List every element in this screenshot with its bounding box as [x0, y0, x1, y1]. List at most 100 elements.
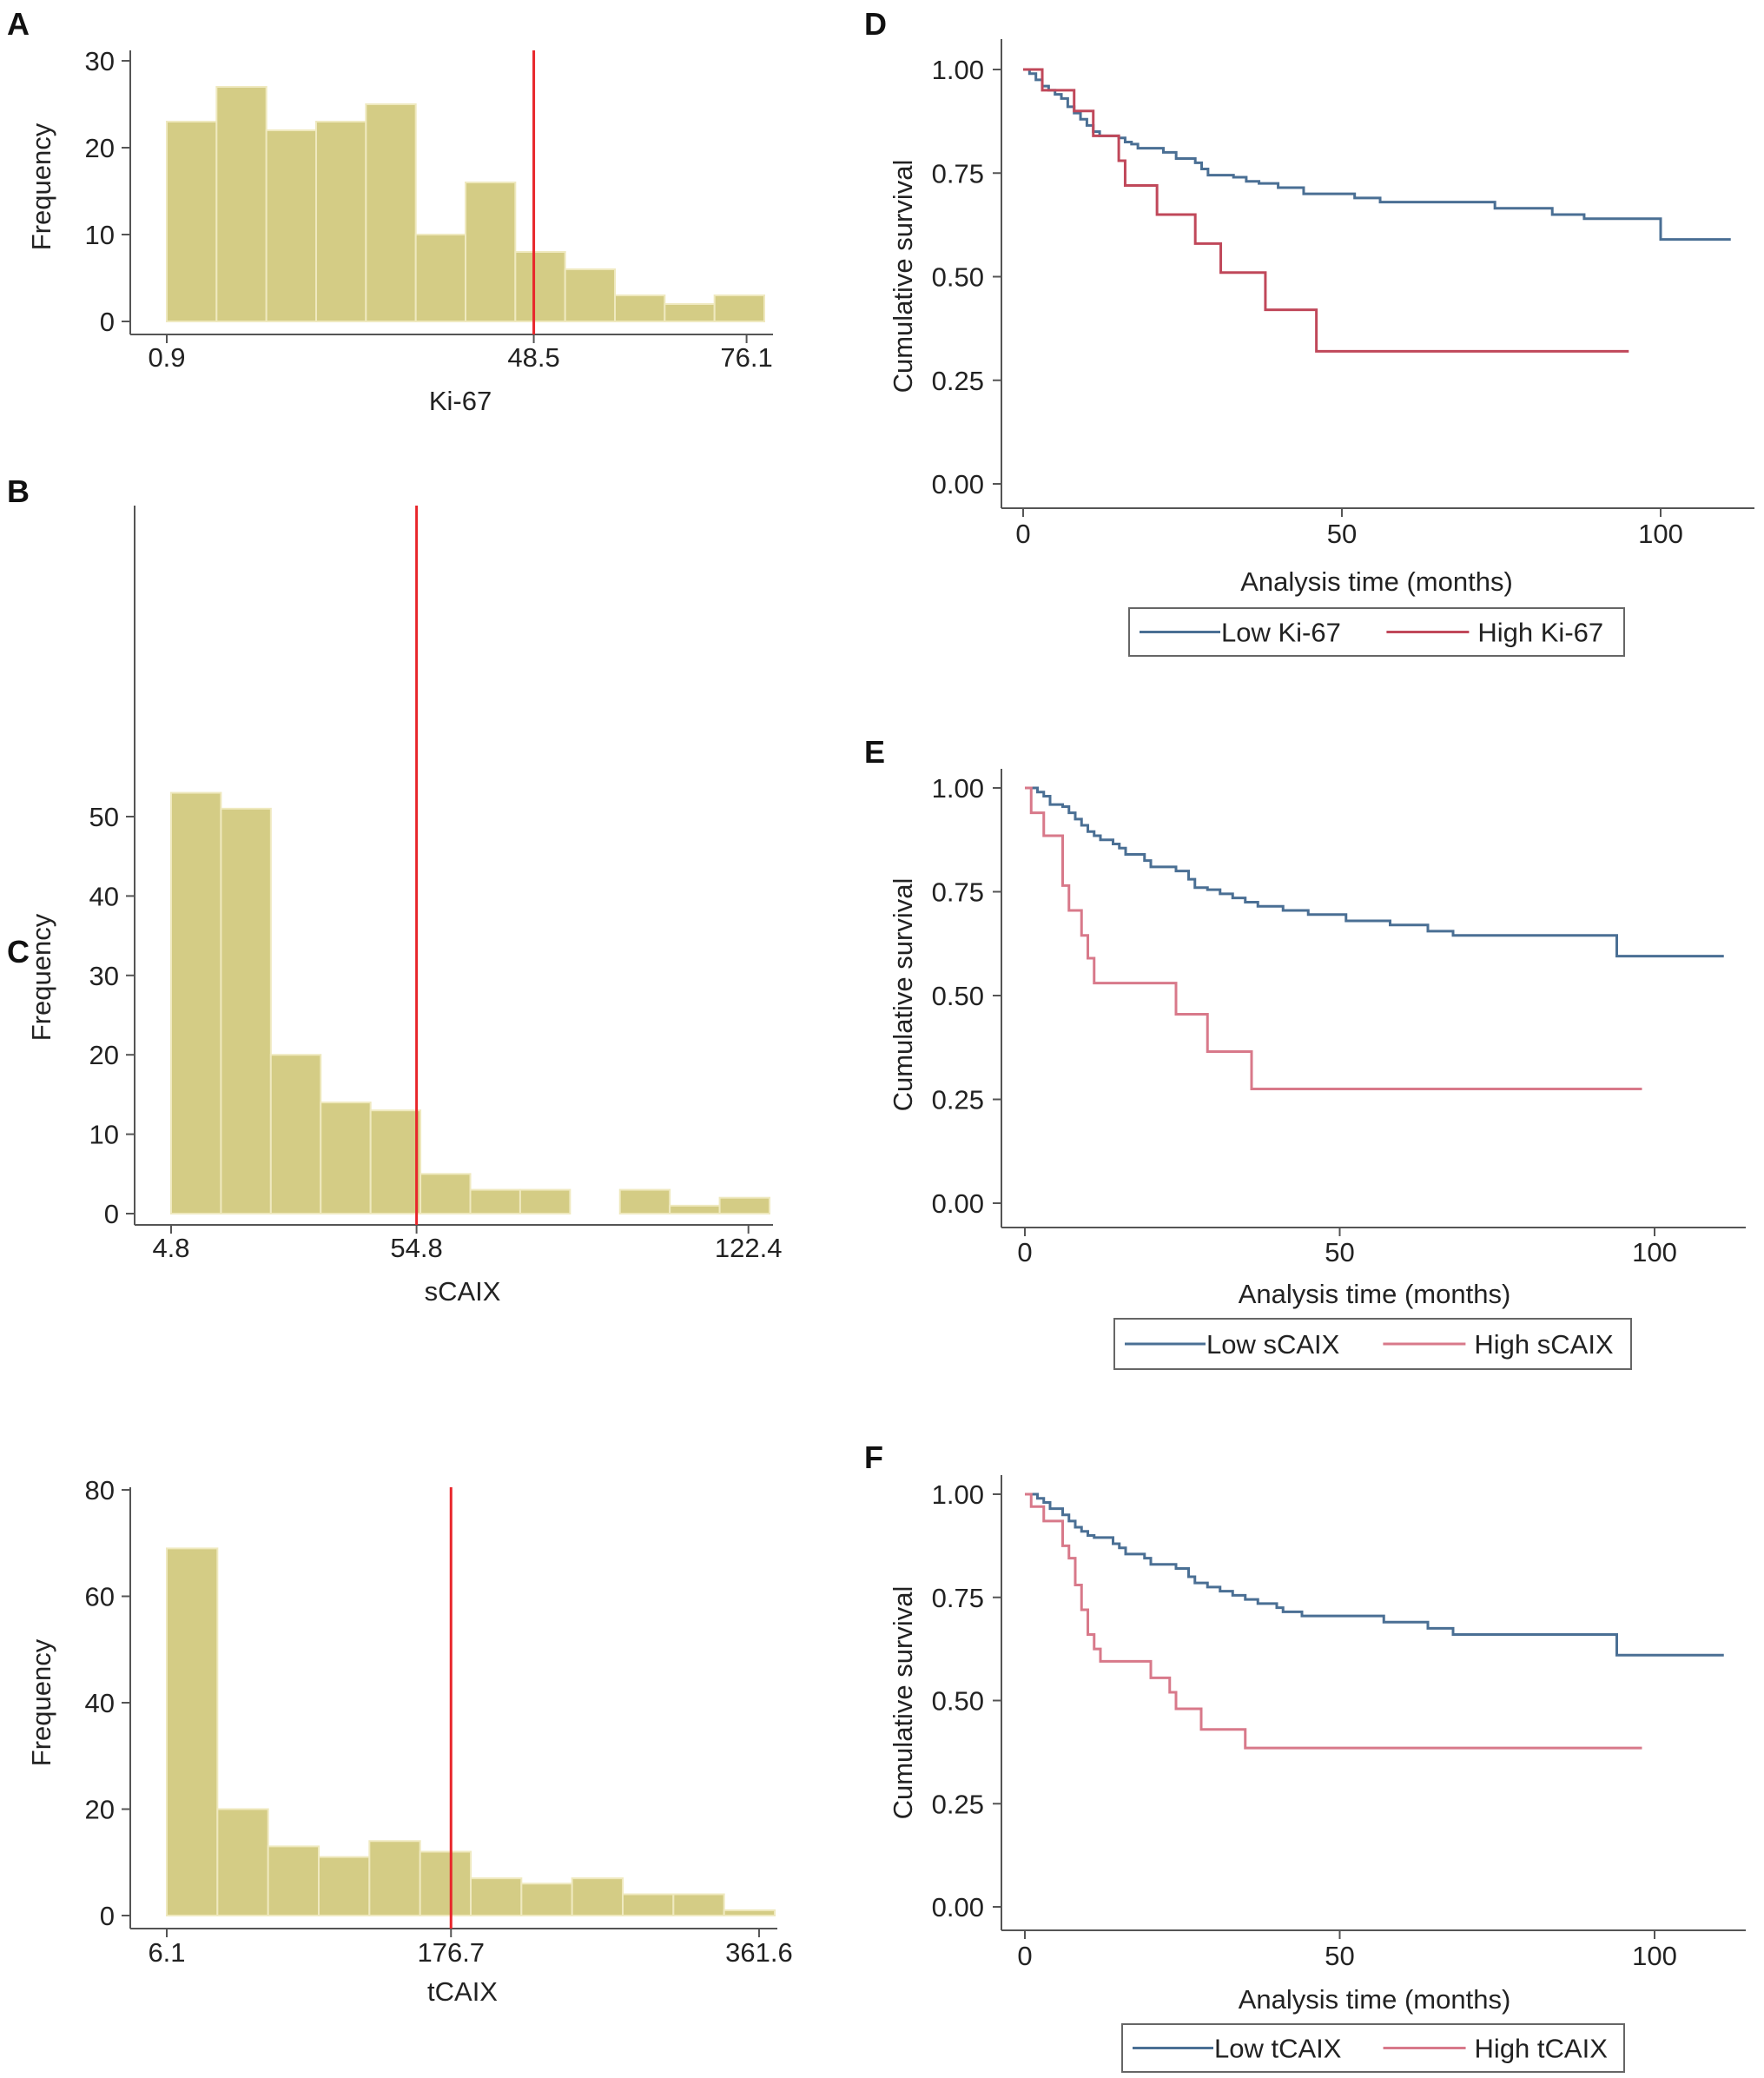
histogram-bar [318, 1856, 371, 1916]
histogram-bar [469, 1188, 521, 1214]
legend-label-low: Low Ki-67 [1221, 618, 1341, 648]
histogram-bar [365, 103, 417, 322]
y-tick-label: 0.00 [932, 1892, 984, 1922]
x-tick-label: 0.9 [148, 342, 185, 373]
histogram-bar [420, 1173, 472, 1215]
x-tick-label: 100 [1632, 1237, 1677, 1267]
legend: Low tCAIX High tCAIX [1121, 2023, 1625, 2073]
histogram-bar [419, 1850, 472, 1916]
x-tick-label: 4.8 [152, 1233, 189, 1263]
y-tick-label: 20 [85, 133, 115, 163]
panel-letter-a: A [7, 6, 30, 42]
legend: Low Ki-67 High Ki-67 [1128, 607, 1625, 657]
x-tick-label: 48.5 [507, 342, 559, 373]
y-tick-label: 1.00 [932, 1479, 984, 1510]
histogram-bar [514, 251, 566, 322]
histogram-bar [571, 1877, 624, 1916]
panel-f-km-curve: F 0.00 0.25 0.50 0.75 1.00 0 50 100 Analysis time… [864, 1439, 1746, 2073]
x-tick-label: 0 [1017, 1237, 1032, 1267]
y-tick-label: 0.50 [932, 262, 984, 293]
histogram-bar [618, 1188, 671, 1214]
y-tick-label: 0.00 [932, 1188, 984, 1219]
panel-c-histogram: C 0 20 40 60 80 6.1 176.7 361.6 tCAIX Frequency [7, 934, 793, 2007]
histogram-bar [672, 1893, 725, 1916]
histogram-bar [166, 121, 218, 322]
histogram-bar [320, 1102, 372, 1215]
histogram-bar [368, 1840, 421, 1916]
km-curve-low [1025, 786, 1724, 958]
histogram-bar [265, 129, 317, 322]
histogram-bar [470, 1877, 523, 1916]
histogram-bar [170, 791, 222, 1215]
y-tick-label: 0.25 [932, 366, 984, 396]
y-axis-title: Cumulative survival [888, 878, 918, 1112]
x-tick-label: 0 [1015, 519, 1030, 549]
y-tick-label: 60 [85, 1582, 115, 1612]
x-axis-title: sCAIX [425, 1276, 501, 1307]
x-axis-title: Analysis time (months) [1239, 1279, 1511, 1309]
x-tick-label: 50 [1327, 519, 1357, 549]
x-tick-label: 100 [1638, 519, 1683, 549]
y-tick-label: 0.75 [932, 158, 984, 189]
histogram-bar [267, 1845, 320, 1916]
y-tick-label: 0.25 [932, 1085, 984, 1115]
y-tick-label: 0.25 [932, 1789, 984, 1819]
histogram-bar [216, 1808, 269, 1916]
y-axis-title: Cumulative survival [888, 1586, 918, 1820]
km-curve-high [1023, 68, 1629, 353]
x-axis-title: Ki-67 [429, 386, 492, 416]
histogram-bar [664, 303, 716, 322]
x-tick-label: 50 [1325, 1941, 1354, 1971]
x-tick-label: 122.4 [715, 1233, 783, 1263]
histogram-bar [519, 1188, 571, 1214]
y-tick-label: 80 [85, 1475, 115, 1506]
panel-a-histogram: A 0 10 20 30 0.9 48.5 76.1 Ki-67 Frequency [7, 6, 773, 416]
x-tick-label: 54.8 [390, 1233, 442, 1263]
panel-letter-d: D [864, 6, 887, 42]
histogram-bar [414, 234, 466, 322]
legend: Low sCAIX High sCAIX [1113, 1318, 1632, 1370]
x-tick-label: 50 [1325, 1237, 1354, 1267]
panel-letter-f: F [864, 1439, 883, 1475]
y-axis-title: Frequency [26, 1638, 56, 1766]
panel-d-km-curve: D 0.00 0.25 0.50 0.75 1.00 0 50 100 Analysis time… [864, 6, 1754, 657]
x-axis-title: tCAIX [427, 1976, 498, 2007]
y-tick-label: 40 [85, 1688, 115, 1718]
histogram-bar [520, 1883, 573, 1916]
y-tick-label: 0.50 [932, 981, 984, 1011]
y-tick-label: 30 [89, 961, 119, 991]
y-axis-title: Cumulative survival [888, 160, 918, 394]
x-tick-label: 176.7 [417, 1937, 485, 1968]
x-tick-label: 76.1 [720, 342, 772, 373]
y-axis-title: Frequency [26, 913, 56, 1041]
y-tick-label: 0.75 [932, 1583, 984, 1613]
legend-label-high: High sCAIX [1474, 1329, 1614, 1360]
histogram-bar [269, 1054, 322, 1214]
histogram-bar [614, 294, 666, 322]
y-tick-label: 50 [89, 802, 119, 832]
panel-letter-c: C [7, 934, 30, 970]
histogram-bar [220, 807, 272, 1214]
y-tick-label: 30 [85, 46, 115, 76]
x-axis-title: Analysis time (months) [1239, 1984, 1511, 2015]
legend-label-low: Low sCAIX [1206, 1329, 1340, 1360]
y-tick-label: 0 [104, 1199, 119, 1229]
histogram-bar [564, 268, 617, 322]
y-tick-label: 40 [89, 881, 119, 911]
y-tick-label: 1.00 [932, 55, 984, 85]
histogram-bar [166, 1547, 219, 1916]
panel-letter-e: E [864, 734, 885, 770]
panel-b-histogram: B 0 10 20 30 40 50 4.8 54.8 122.4 sCAIX Frequency [7, 473, 782, 1307]
km-curve-low [1025, 1492, 1724, 1657]
x-axis-title: Analysis time (months) [1240, 566, 1513, 597]
histogram-bar [713, 294, 766, 322]
x-tick-label: 6.1 [148, 1937, 185, 1968]
y-tick-label: 1.00 [932, 773, 984, 804]
histogram-bar [315, 121, 367, 322]
histogram-bar [215, 86, 268, 322]
x-tick-label: 0 [1017, 1941, 1032, 1971]
y-tick-label: 0.75 [932, 877, 984, 908]
y-tick-label: 0.50 [932, 1686, 984, 1717]
y-tick-label: 10 [89, 1120, 119, 1150]
y-tick-label: 0.00 [932, 469, 984, 500]
